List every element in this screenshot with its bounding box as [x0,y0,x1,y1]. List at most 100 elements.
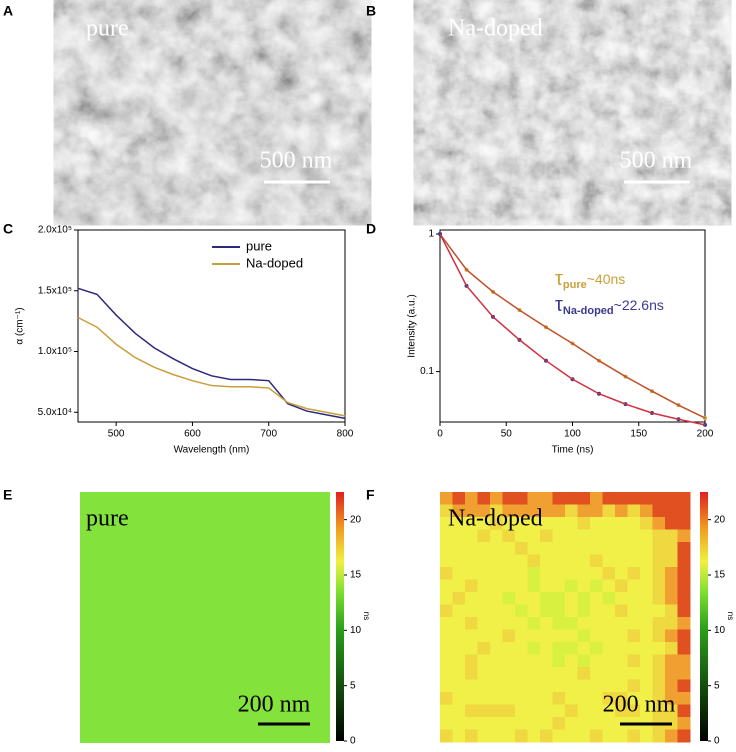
scale-label: 200 nm [238,692,311,718]
map-cell [515,554,528,568]
map-cell [602,667,616,680]
map-cell [602,729,616,743]
map-cell [627,704,641,718]
series-line [439,233,706,419]
map-cell [515,492,528,505]
y-axis-label: α (cm⁻¹) [15,307,26,344]
map-cell [465,542,478,555]
map-cell [527,604,541,618]
map-cell [540,679,553,693]
map-cell [602,579,616,593]
map-cell [527,592,541,605]
map-cell [590,617,603,630]
map-cell [477,667,491,680]
map-cell [590,667,603,680]
series-line [77,316,346,417]
map-cell [477,679,491,693]
series-line [77,287,346,420]
map-cell [477,504,491,518]
map-cell [627,729,641,743]
map-cell [565,642,578,655]
map-cell [465,704,478,718]
map-cell [565,617,578,630]
map-cell [602,517,616,530]
colorbar-label: ns [726,612,735,620]
map-cell [677,517,691,530]
map-cell [552,729,566,743]
map-cell [640,729,653,743]
map-cell [627,667,641,680]
map-cell [465,692,478,705]
map-cell [527,729,541,743]
map-cell [552,529,566,543]
map-cell [640,567,653,580]
map-cell [590,729,603,743]
map-cell [602,704,616,718]
map-cell [640,679,653,693]
map-cell [440,654,453,668]
map-cell [465,667,478,680]
map-cell [665,654,678,668]
map-cell [477,542,491,555]
map-cell [527,579,541,593]
map-cell [477,729,491,743]
map-cell [527,554,541,568]
map-cell [627,592,641,605]
colorbar-tick-label: 0 [350,736,356,747]
map-cell [640,692,653,705]
map-cell [540,554,553,568]
map-cell [602,504,616,518]
map-cell [577,654,591,668]
x-axis-label: Wavelength (nm) [174,445,250,456]
map-cell [490,717,503,730]
map-cell [615,729,628,743]
map-cell [452,704,466,718]
map-cell [440,492,453,505]
map-cell [677,729,691,743]
map-cell [577,579,591,593]
map-cell [590,717,603,730]
map-cell [577,629,591,643]
map-cell [640,529,653,543]
map-cell [677,504,691,518]
map-cell [565,517,578,530]
map-cell [477,517,491,530]
map-cell [565,592,578,605]
map-cell [652,642,666,655]
map-cell [652,667,666,680]
map-cell [627,517,641,530]
map-cell [490,492,503,505]
map-cell [627,604,641,618]
map-cell [552,517,566,530]
map-cell [665,617,678,630]
map-cell [665,729,678,743]
map-cell [565,504,578,518]
map-cell [665,642,678,655]
map-cell [640,517,653,530]
map-cell [677,617,691,630]
image-label: pure [86,16,129,42]
map-cell [640,579,653,593]
map-cell [527,692,541,705]
map-cell [477,717,491,730]
map-cell [590,579,603,593]
scale-label: 500 nm [260,148,333,174]
map-cell [652,729,666,743]
map-cell [677,704,691,718]
map-cell [477,567,491,580]
map-cell [602,567,616,580]
map-cell [627,567,641,580]
map-cell [640,554,653,568]
map-cell [627,617,641,630]
map-cell [640,642,653,655]
map-cell [627,654,641,668]
map-cell [527,629,541,643]
map-cell [552,542,566,555]
map-cell [677,692,691,705]
map-cell [527,617,541,630]
map-cell [527,667,541,680]
map-cell [565,667,578,680]
map-cell [565,579,578,593]
map-cell [515,567,528,580]
map-cell [640,629,653,643]
